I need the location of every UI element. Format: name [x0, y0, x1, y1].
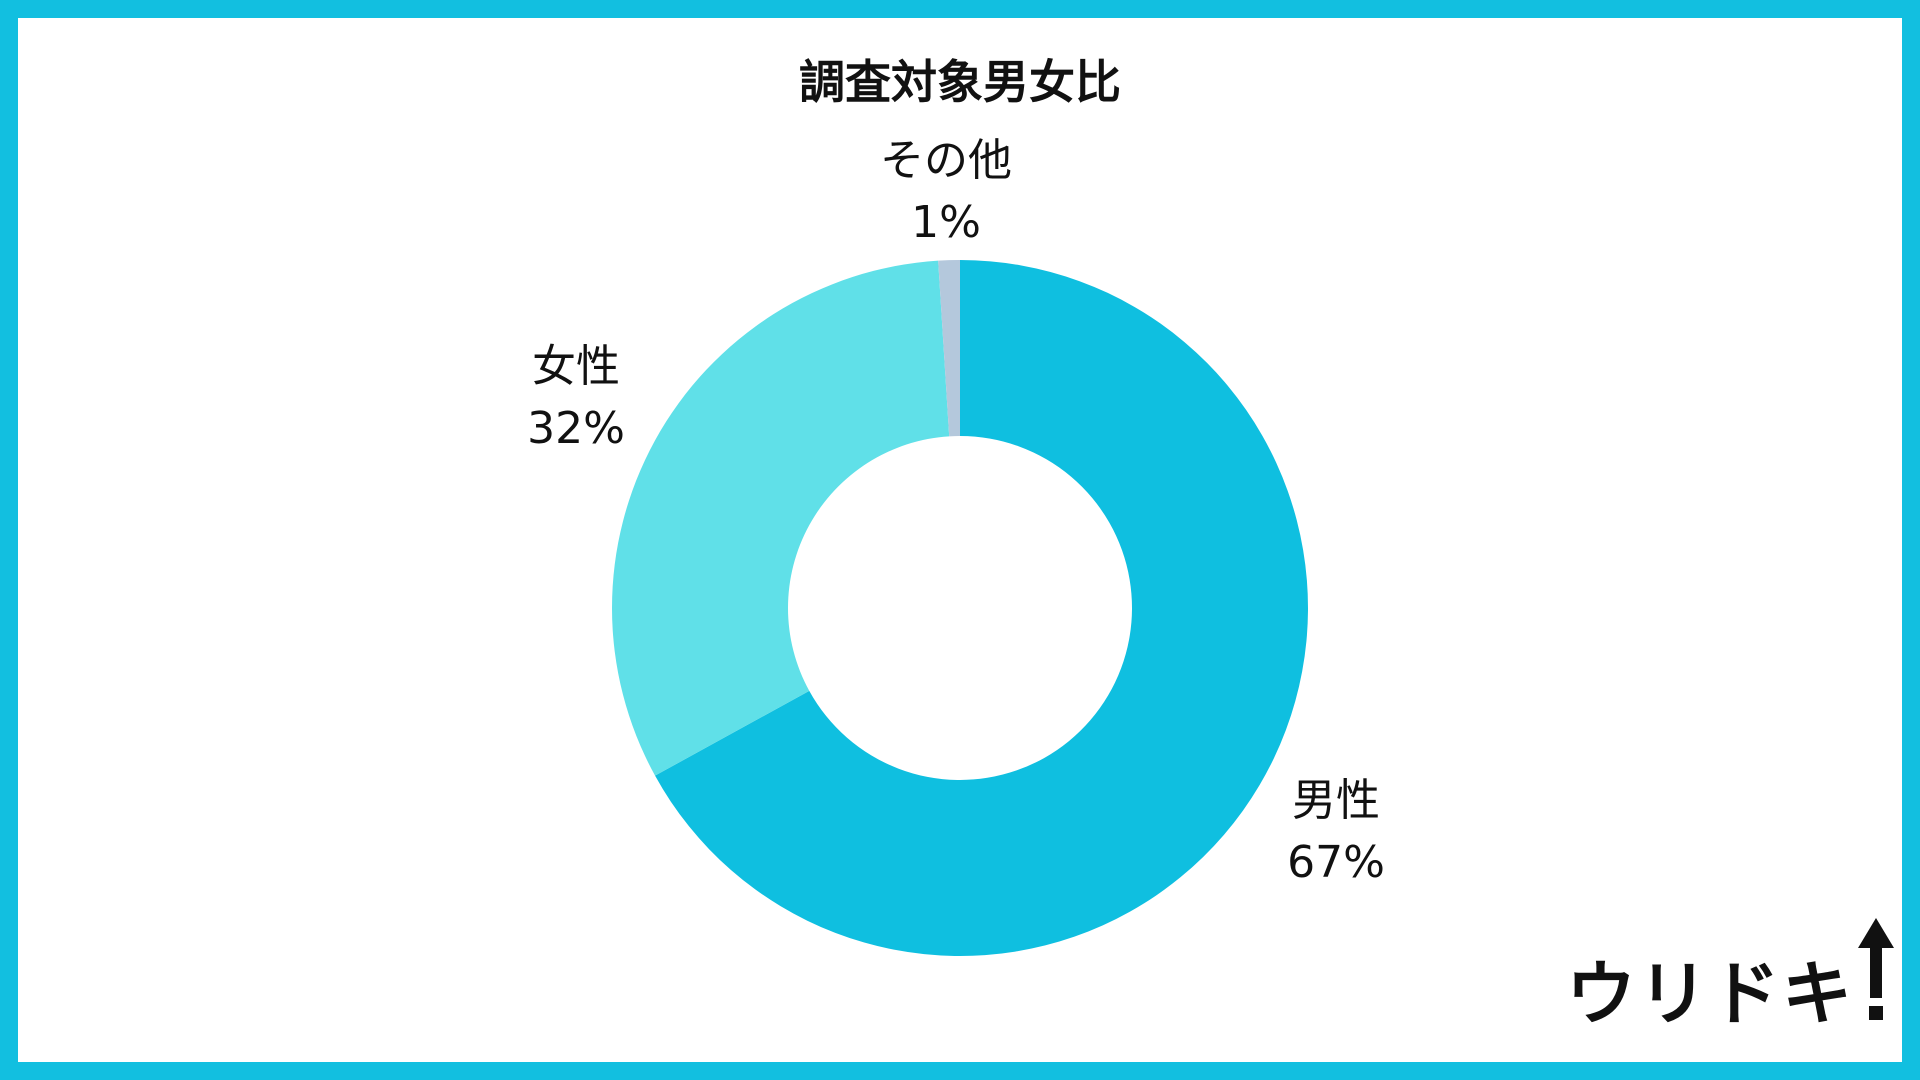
- brand-logo: ウリドキ: [1566, 918, 1894, 1043]
- slice-category: その他: [880, 135, 1012, 186]
- slice-category: 女性: [532, 341, 620, 392]
- slice-label-male: 男性 67%: [1206, 770, 1466, 894]
- up-arrow-icon: [1858, 918, 1894, 1043]
- slice-category: 男性: [1292, 775, 1380, 826]
- slice-label-other: その他 1%: [816, 130, 1076, 254]
- slice-value: 32%: [527, 403, 625, 454]
- slice-other: [938, 260, 960, 437]
- logo-text: ウリドキ: [1566, 953, 1854, 1035]
- chart-title: 調査対象男女比: [799, 55, 1121, 109]
- slice-value: 1%: [911, 197, 981, 248]
- slice-female: [612, 260, 950, 776]
- slice-label-female: 女性 32%: [446, 336, 706, 460]
- slice-value: 67%: [1287, 837, 1385, 888]
- slice-male: [655, 260, 1308, 956]
